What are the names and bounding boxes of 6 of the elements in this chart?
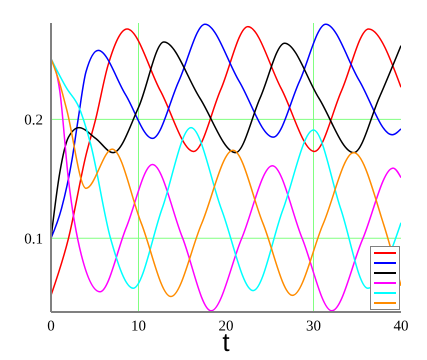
x-tick-label: 10 [131,318,146,335]
y-tick-label: 0.1 [24,232,43,248]
y-tick-label: 0.2 [24,112,43,129]
x-tick-label: 40 [394,318,408,335]
x-tick-label: 30 [306,318,321,335]
x-tick-label: 0 [47,318,55,335]
